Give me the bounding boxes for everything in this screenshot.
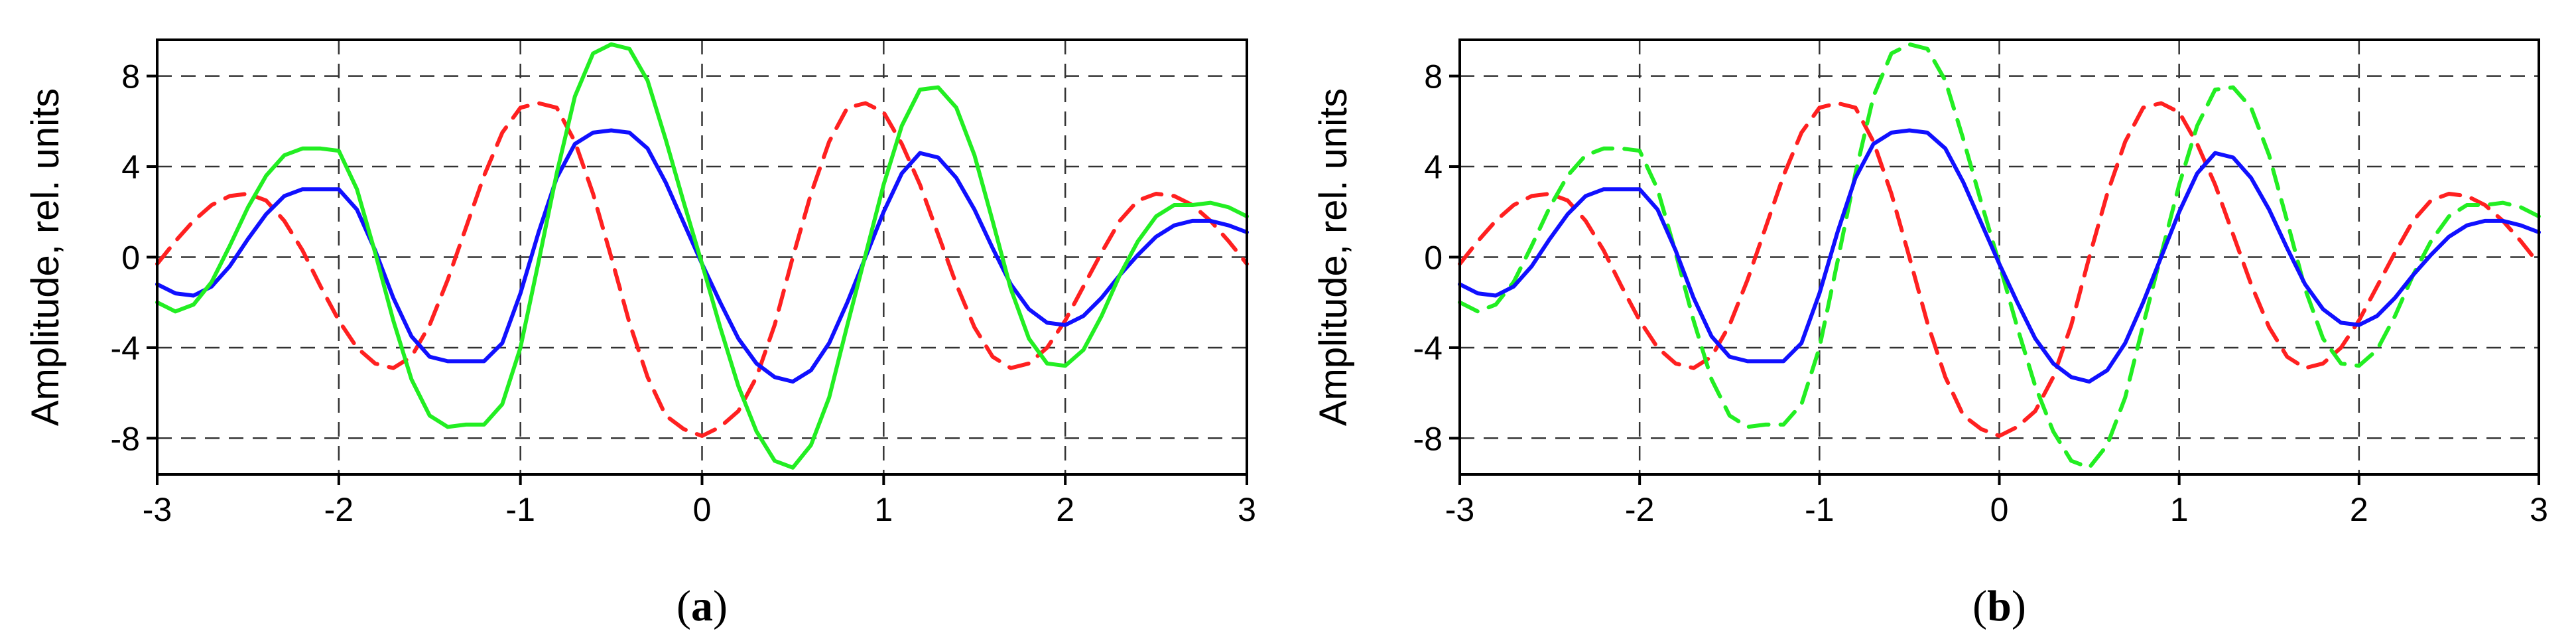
y-tick-label: -8	[1413, 420, 1443, 457]
figure-caption: (a)	[676, 582, 728, 630]
y-axis-title: Amplitude, rel. units	[24, 88, 67, 426]
caption-letter: b	[1987, 582, 2012, 630]
caption-paren-open: (	[1972, 582, 1987, 630]
x-tick-label: -2	[1625, 491, 1654, 528]
y-axis-title: Amplitude, rel. units	[1312, 88, 1355, 426]
caption-paren-close: )	[2012, 582, 2026, 630]
x-tick-label: -1	[505, 491, 535, 528]
x-tick-label: -3	[1445, 491, 1474, 528]
x-tick-label: -2	[324, 491, 354, 528]
y-tick-label: 8	[121, 58, 140, 96]
x-tick-label: 0	[1990, 491, 2009, 528]
x-tick-label: 3	[1238, 491, 1256, 528]
caption-paren-open: (	[676, 582, 691, 630]
x-tick-label: 1	[874, 491, 893, 528]
x-tick-label: -1	[1805, 491, 1834, 528]
caption-letter: a	[691, 582, 713, 630]
y-tick-label: 0	[1424, 240, 1443, 277]
series-line-1	[155, 101, 1249, 438]
x-tick-label: 2	[1056, 491, 1074, 528]
y-tick-label: -4	[1413, 330, 1443, 367]
x-tick-label: 2	[2350, 491, 2368, 528]
y-tick-label: 4	[121, 149, 140, 186]
y-tick-label: 4	[1424, 149, 1443, 186]
y-tick-label: 8	[1424, 58, 1443, 96]
grid	[156, 40, 1248, 474]
chart-panel-a: -3 -2 -1 0 1 2 3 8 4 0 -4 -8 Amplitude, rel. units (a…	[24, 38, 1256, 630]
figure-caption: (b)	[1972, 582, 2026, 630]
x-tick-label: -3	[143, 491, 172, 528]
y-tick-label: -8	[111, 420, 140, 457]
x-tick-label: 1	[2170, 491, 2189, 528]
series-line-3	[1458, 128, 2541, 384]
chart-panel-b: -3 -2 -1 0 1 2 3 8 4 0 -4 -8 Amplitude, rel. units (b…	[1288, 0, 2576, 635]
caption-paren-close: )	[713, 582, 728, 630]
series-line-3	[155, 42, 1249, 470]
x-tick-label: 3	[2530, 491, 2548, 528]
chart-a-svg: -3 -2 -1 0 1 2 3 8 4 0 -4 -8 Amplitude, rel. units (a…	[24, 38, 1256, 630]
series-line-1	[1458, 101, 2541, 438]
y-tick-label: -4	[111, 330, 140, 367]
y-tick-label: 0	[121, 240, 140, 277]
x-tick-label: 0	[693, 491, 712, 528]
series-line-2	[1458, 42, 2541, 470]
chart-b-svg: -3 -2 -1 0 1 2 3 8 4 0 -4 -8 Amplitude, rel. units (b…	[1312, 38, 2548, 630]
